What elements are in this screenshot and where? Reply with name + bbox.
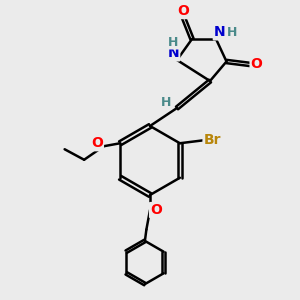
Text: H: H xyxy=(168,35,178,49)
Text: O: O xyxy=(91,136,103,150)
Text: N: N xyxy=(214,26,225,39)
Text: O: O xyxy=(250,58,262,71)
Text: Br: Br xyxy=(203,133,221,147)
Text: N: N xyxy=(168,46,179,60)
Text: O: O xyxy=(177,4,189,18)
Text: H: H xyxy=(160,96,171,109)
Text: H: H xyxy=(227,26,238,39)
Text: O: O xyxy=(150,203,162,217)
